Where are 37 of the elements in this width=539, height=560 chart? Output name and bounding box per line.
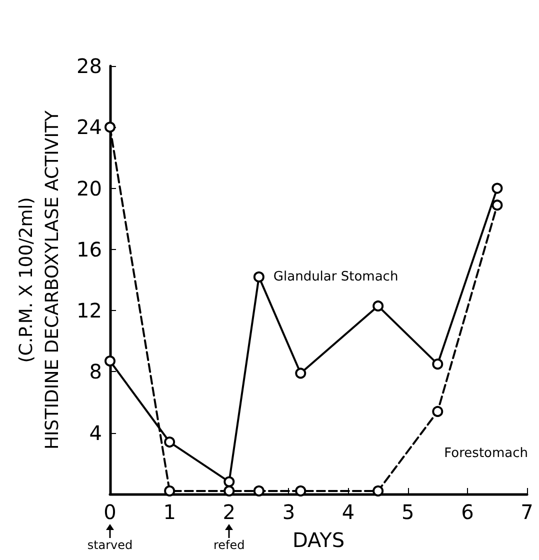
x-tick-label: 2 [222,500,236,524]
x-tick-label: 0 [104,500,116,524]
text: refed [212,538,246,552]
y-tick-label: 12 [76,298,102,323]
y-tick-label: 28 [76,54,102,78]
x-tick-label: 7 [520,500,534,524]
point [104,122,116,133]
point [164,485,176,496]
x-axis-title: DAYS [292,528,345,552]
point [492,182,503,194]
point [432,358,444,370]
x-tick-label: 6 [461,500,474,524]
text: starved [86,538,134,552]
point [224,485,235,496]
x-tick-label: 5 [401,500,414,524]
y-tick-label: 8 [89,360,102,384]
y-tick-label: 4 [89,420,102,445]
point [492,200,503,211]
point [104,356,116,367]
point [164,436,176,448]
point [372,485,384,496]
point [295,485,306,496]
y-tick-label: 24 [76,115,102,140]
y-tick-label: 20 [76,176,102,200]
series-label: Forestomach [444,446,528,461]
point [253,271,264,282]
y-axis-title: (C.P.M. X 100/2ml) HISTIDINE DECARBOXYLASE ACTIVITY [16,109,64,450]
series-label: Glandular Stomach [273,269,398,284]
point [432,406,444,417]
x-tick-label: 4 [342,500,355,524]
point [372,300,384,312]
point [253,485,264,496]
point [224,476,235,488]
x-tick-label: 3 [282,500,296,524]
point [295,368,306,379]
x-tick-label: 1 [163,500,176,524]
y-tick-label: 16 [76,237,102,262]
